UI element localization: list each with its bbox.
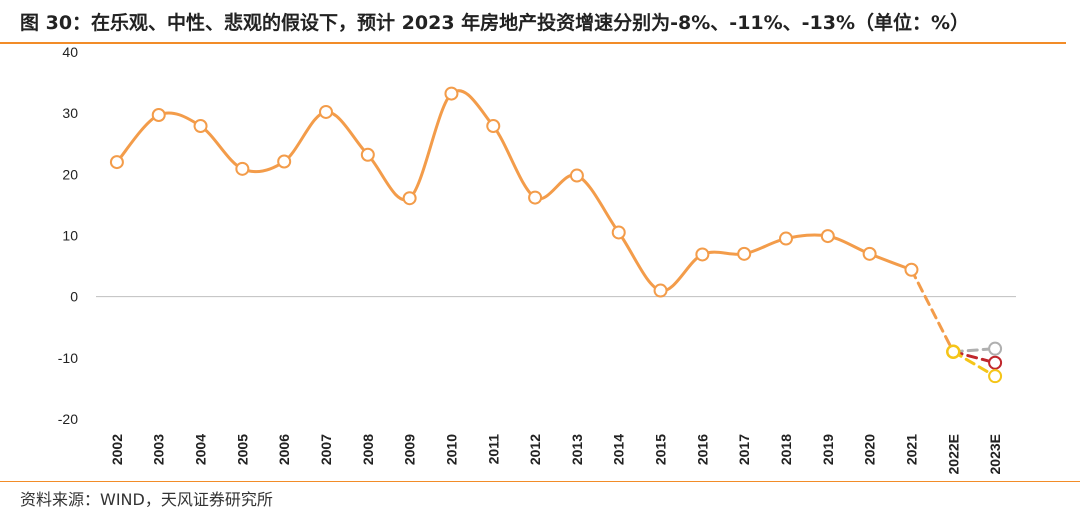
data-point xyxy=(737,246,752,261)
x-tick-label: 2002 xyxy=(109,434,125,465)
data-point xyxy=(862,246,877,261)
series-lines xyxy=(115,89,997,378)
data-point xyxy=(193,119,208,134)
x-tick-label: 2021 xyxy=(903,434,919,465)
x-tick-label: 2022E xyxy=(945,434,961,474)
line-chart: -20 -10 0 10 20 30 40 2002 2003 2004 2005 2006 2007… xyxy=(58,44,1016,474)
data-point xyxy=(402,191,417,206)
y-tick-label: 40 xyxy=(62,44,78,60)
series-pessimistic-line xyxy=(951,350,997,378)
chart-title: 图 30：在乐观、中性、悲观的假设下，预计 2023 年房地产投资增速分别为-8… xyxy=(20,12,970,34)
footer-divider xyxy=(0,481,1080,482)
data-point xyxy=(988,369,1003,384)
x-tick-label: 2008 xyxy=(360,434,376,465)
data-point xyxy=(486,119,501,134)
data-point xyxy=(904,262,919,277)
x-tick-label: 2023E xyxy=(987,434,1003,474)
data-point xyxy=(360,147,375,162)
source-note: 资料来源：WIND，天风证券研究所 xyxy=(20,490,273,509)
x-tick-label: 2005 xyxy=(234,434,250,465)
y-tick-label: -20 xyxy=(58,411,78,427)
x-tick-label: 2016 xyxy=(694,434,710,465)
data-point xyxy=(569,168,584,183)
y-tick-label: 10 xyxy=(62,228,78,244)
x-tick-label: 2014 xyxy=(611,434,627,465)
x-tick-label: 2009 xyxy=(402,434,418,465)
data-point-2022e xyxy=(946,344,961,359)
x-tick-label: 2006 xyxy=(276,434,292,465)
data-point xyxy=(277,154,292,169)
x-tick-label: 2019 xyxy=(820,434,836,465)
data-point xyxy=(444,86,459,101)
data-point xyxy=(151,108,166,123)
data-point xyxy=(988,341,1003,356)
title-divider xyxy=(0,42,1066,44)
y-tick-label: 20 xyxy=(62,166,78,182)
x-tick-label: 2015 xyxy=(653,434,669,465)
data-point xyxy=(109,155,124,170)
data-point xyxy=(319,104,333,119)
x-tick-label: 2003 xyxy=(151,434,167,465)
y-tick-label: 0 xyxy=(70,289,78,305)
x-tick-label: 2011 xyxy=(485,434,501,465)
y-axis: -20 -10 0 10 20 30 40 xyxy=(58,44,78,427)
y-tick-label: 30 xyxy=(62,105,78,121)
series-2022-estimate-line xyxy=(909,268,955,354)
x-axis: 2002 2003 2004 2005 2006 2007 2008 2009 2010 2011… xyxy=(96,296,1016,474)
data-point xyxy=(988,355,1003,370)
series-points xyxy=(109,86,1003,384)
data-point xyxy=(653,283,668,298)
data-point xyxy=(611,225,626,240)
x-tick-label: 2020 xyxy=(862,434,878,465)
data-point xyxy=(528,190,543,205)
data-point xyxy=(235,161,250,176)
x-tick-label: 2018 xyxy=(778,434,794,465)
data-point xyxy=(695,247,710,262)
x-tick-label: 2012 xyxy=(527,434,543,465)
x-tick-label: 2017 xyxy=(736,434,752,465)
series-actual-line xyxy=(115,89,913,293)
x-tick-label: 2010 xyxy=(443,434,459,465)
x-tick-label: 2004 xyxy=(193,434,209,465)
x-tick-label: 2013 xyxy=(569,434,585,465)
y-tick-label: -10 xyxy=(58,350,78,366)
x-tick-label: 2007 xyxy=(318,434,334,465)
data-point xyxy=(820,229,835,244)
data-point xyxy=(779,231,793,246)
